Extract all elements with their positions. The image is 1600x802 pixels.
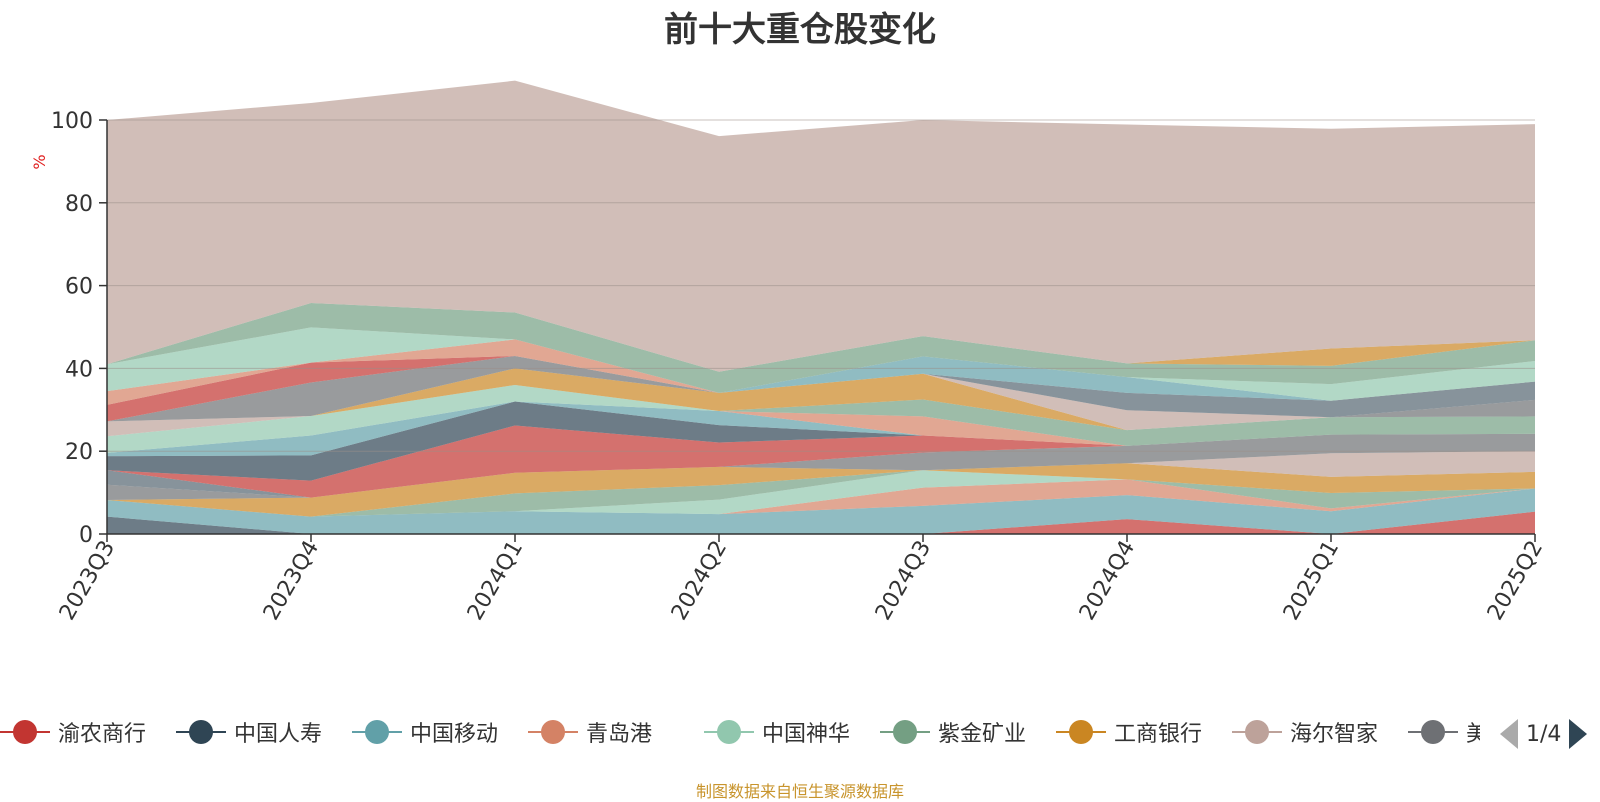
legend-next-arrow-icon[interactable] xyxy=(1569,719,1588,749)
series-areas xyxy=(107,80,1535,534)
legend-item[interactable]: 紫金矿业 xyxy=(880,712,1026,752)
legend-label: 海尔智家 xyxy=(1290,722,1379,747)
legend-item[interactable]: 美的集团 xyxy=(1408,712,1480,752)
area-series-6 xyxy=(107,463,1535,517)
area-series-0 xyxy=(107,511,1535,534)
legend-marker-icon xyxy=(1056,712,1106,752)
legend-item[interactable]: 中国移动 xyxy=(352,712,498,752)
y-tick-label: 60 xyxy=(65,275,93,300)
area-series-16 xyxy=(107,368,1535,437)
y-tick-label: 80 xyxy=(65,192,93,217)
x-tick-label: 2023Q4 xyxy=(259,537,324,625)
y-tick-label: 0 xyxy=(79,523,93,548)
area-series-22 xyxy=(107,339,1535,405)
area-series-2 xyxy=(107,488,1535,534)
x-tick-label: 2024Q2 xyxy=(667,537,732,625)
area-series-17 xyxy=(107,368,1535,437)
legend-marker-icon xyxy=(528,712,578,752)
x-tick-label: 2025Q2 xyxy=(1483,537,1548,625)
area-series-26 xyxy=(107,80,1535,372)
legend-marker-icon xyxy=(880,712,930,752)
area-series-15 xyxy=(107,384,1535,446)
stacked-area-chart: 0 20 40 60 80 100% 2023Q3 2023Q4 2024Q1 2024Q2 202… xyxy=(30,80,1548,625)
legend-label: 中国人寿 xyxy=(234,722,323,747)
legend-label: 中国神华 xyxy=(762,722,851,747)
legend-label: 美的集团 xyxy=(1466,722,1480,747)
legend-label: 青岛港 xyxy=(586,722,653,747)
area-series-11 xyxy=(107,401,1535,481)
legend-marker-icon xyxy=(0,712,50,752)
area-series-4 xyxy=(107,470,1535,517)
legend-item[interactable]: 中国神华 xyxy=(704,712,850,752)
legend-item[interactable]: 中国人寿 xyxy=(176,712,322,752)
area-series-21 xyxy=(107,355,1535,405)
grid-lines xyxy=(107,119,1535,452)
area-series-19 xyxy=(107,355,1535,422)
area-series-5 xyxy=(107,470,1535,517)
area-series-23 xyxy=(107,327,1535,401)
legend-marker-icon xyxy=(1232,712,1282,752)
legend-item[interactable]: 青岛港 xyxy=(528,712,652,752)
x-tick-label: 2024Q4 xyxy=(1075,537,1140,625)
data-source-note: 制图数据来自恒生聚源数据库 xyxy=(695,782,904,801)
legend-pager: 1/4 xyxy=(1500,716,1600,752)
y-axis-label: % xyxy=(30,154,49,169)
legend-item[interactable]: 工商银行 xyxy=(1056,712,1202,752)
area-series-14 xyxy=(107,384,1535,453)
legend-prev-arrow-icon[interactable] xyxy=(1500,719,1518,749)
legend-marker-icon xyxy=(704,712,754,752)
legend-marker-icon xyxy=(176,712,226,752)
legend-page-indicator: 1/4 xyxy=(1526,721,1562,747)
x-tick-label: 2025Q1 xyxy=(1279,537,1344,625)
chart-title: 前十大重仓股变化 xyxy=(664,10,936,50)
legend-item[interactable]: 渝农商行 xyxy=(0,712,146,752)
area-series-24 xyxy=(107,302,1535,393)
area-series-3 xyxy=(107,479,1535,517)
legend: 渝农商行中国人寿中国移动青岛港中国神华紫金矿业工商银行海尔智家美的集团招商银行 xyxy=(0,712,1480,752)
x-tick-label: 2024Q1 xyxy=(463,537,528,625)
area-series-18 xyxy=(107,355,1535,422)
legend-label: 中国移动 xyxy=(410,722,499,747)
area-series-8 xyxy=(107,433,1535,501)
legend-marker-icon xyxy=(352,712,402,752)
legend-label: 紫金矿业 xyxy=(938,722,1027,747)
x-tick-label: 2024Q3 xyxy=(871,537,936,625)
area-series-1 xyxy=(107,511,1535,534)
area-series-9 xyxy=(107,433,1535,498)
legend-label: 工商银行 xyxy=(1114,722,1203,747)
legend-label: 渝农商行 xyxy=(58,722,147,747)
y-tick-label: 100 xyxy=(51,109,93,134)
area-series-7 xyxy=(107,451,1535,501)
area-series-10 xyxy=(107,425,1535,498)
legend-marker-icon xyxy=(1408,712,1458,752)
legend-item[interactable]: 海尔智家 xyxy=(1232,712,1378,752)
area-series-12 xyxy=(107,401,1535,457)
x-tick-label: 2023Q3 xyxy=(55,537,120,625)
y-tick-label: 40 xyxy=(65,357,93,382)
y-tick-label: 20 xyxy=(65,440,93,465)
